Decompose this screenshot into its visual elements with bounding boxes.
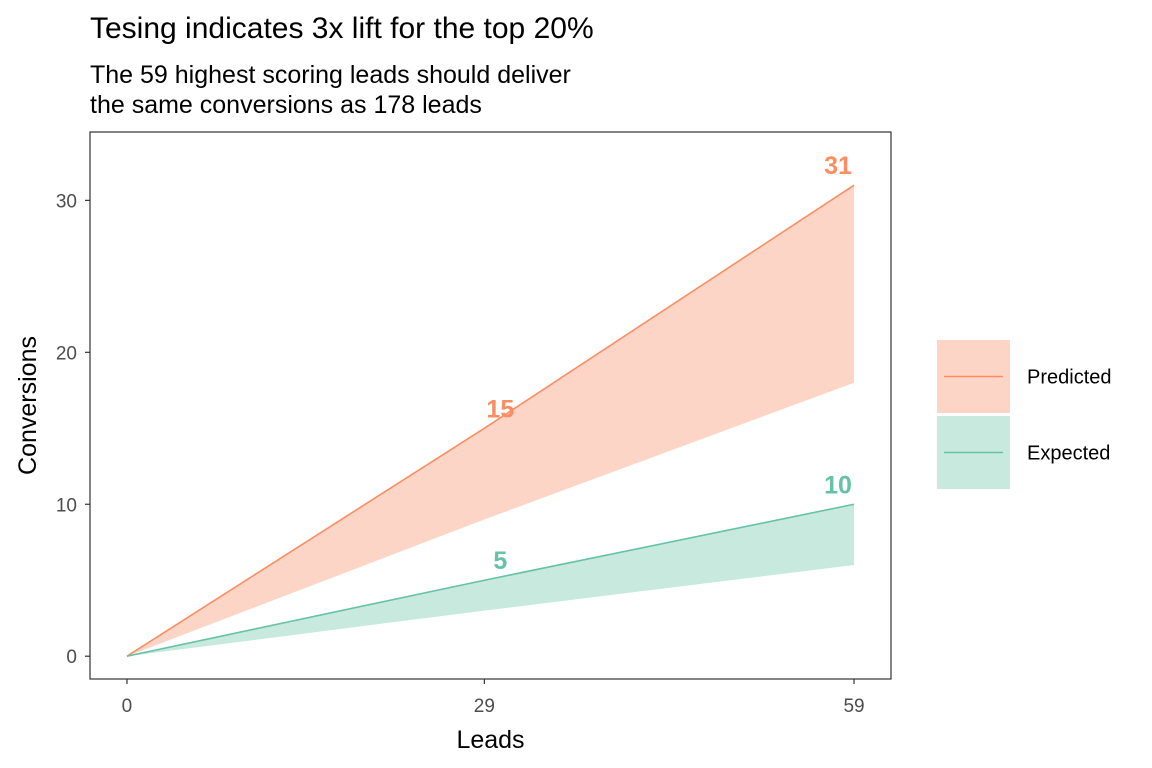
legend: Predicted Expected bbox=[937, 340, 1112, 489]
band-predicted bbox=[126, 185, 855, 657]
data-label-predicted-15: 15 bbox=[486, 395, 514, 423]
legend-label-predicted: Predicted bbox=[1027, 367, 1112, 389]
legend-label-expected: Expected bbox=[1027, 443, 1110, 465]
chart-subtitle-line-1: The 59 highest scoring leads should deli… bbox=[90, 61, 571, 89]
chart-subtitle: The 59 highest scoring leads should deli… bbox=[90, 60, 790, 120]
y-tick-label: 0 bbox=[66, 647, 77, 668]
y-axis-ticks: 0 10 20 30 bbox=[56, 191, 90, 668]
line-predicted bbox=[126, 184, 855, 657]
chart-subtitle-line-2: the same conversions as 178 leads bbox=[90, 91, 482, 119]
y-tick-label: 20 bbox=[56, 343, 77, 364]
data-label-predicted-31: 31 bbox=[824, 152, 852, 180]
chart-title: Tesing indicates 3x lift for the top 20% bbox=[90, 12, 594, 45]
series-lines bbox=[126, 184, 855, 657]
x-axis-ticks: 0 29 59 bbox=[122, 679, 865, 717]
data-labels: 15 31 5 10 bbox=[486, 152, 852, 575]
y-tick-label: 30 bbox=[56, 191, 77, 212]
y-axis-title: Conversions bbox=[14, 336, 42, 475]
x-tick-label: 29 bbox=[474, 696, 495, 717]
x-tick-label: 59 bbox=[843, 696, 864, 717]
plot-panel-border bbox=[89, 131, 892, 680]
data-label-expected-10: 10 bbox=[824, 471, 852, 499]
x-tick-label: 0 bbox=[122, 696, 133, 717]
data-label-expected-5: 5 bbox=[493, 547, 507, 575]
line-expected bbox=[126, 503, 855, 657]
x-axis-title: Leads bbox=[456, 726, 524, 754]
y-tick-label: 10 bbox=[56, 495, 77, 516]
